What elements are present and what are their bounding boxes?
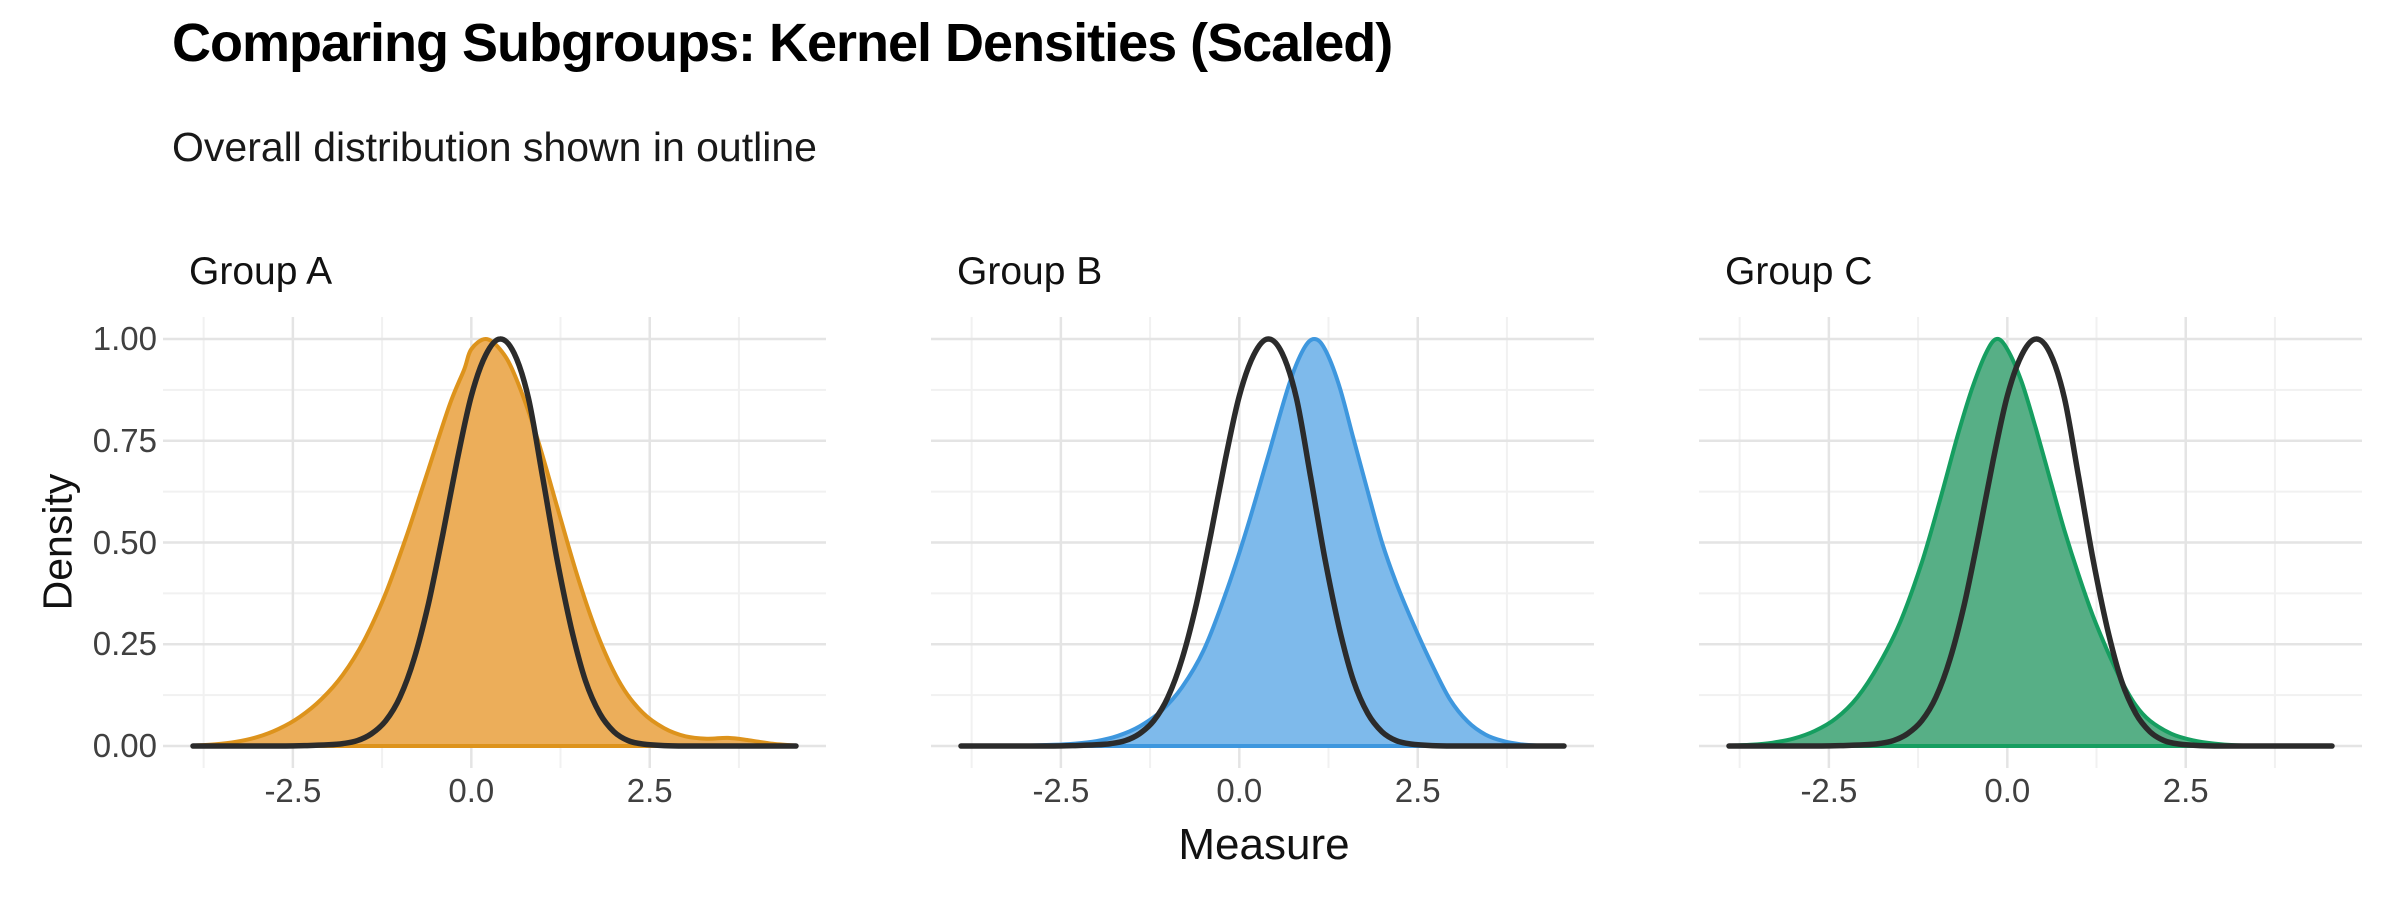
x-tick-label: 2.5 <box>1394 772 1441 809</box>
facet-panel-group-a: Group A -2.5 0.0 2.5 <box>163 0 826 900</box>
x-tick-label: 0.0 <box>1216 772 1263 809</box>
subgroup-density-area <box>959 337 1566 749</box>
facet-strip-label: Group A <box>189 250 333 293</box>
facet-strip-label: Group B <box>957 250 1103 293</box>
y-tick-label: 0.75 <box>92 421 157 459</box>
y-tick-label: 0.25 <box>92 625 157 663</box>
y-tick-label: 0.00 <box>92 727 157 765</box>
x-tick-label: -2.5 <box>1800 772 1858 809</box>
overall-density-outline <box>1726 336 2335 749</box>
subgroup-density-area <box>1727 336 2334 749</box>
x-axis-title: Measure <box>1178 820 1350 869</box>
overall-density-outline <box>958 336 1567 749</box>
overall-density-outline <box>190 336 799 749</box>
facet-strip-label: Group C <box>1725 250 1873 293</box>
chart-title: Comparing Subgroups: Kernel Densities (S… <box>172 13 1393 73</box>
density-plot <box>163 317 826 768</box>
chart-subtitle: Overall distribution shown in outline <box>172 124 817 170</box>
y-tick-label: 1.00 <box>92 319 157 357</box>
x-tick-label: 0.0 <box>448 772 495 809</box>
density-plot <box>931 317 1594 768</box>
subgroup-density-area <box>191 337 798 748</box>
x-tick-label: 0.0 <box>1984 772 2031 809</box>
y-tick-label: 0.50 <box>92 523 157 561</box>
x-tick-label: -2.5 <box>264 772 322 809</box>
facet-panel-group-c: Group C -2.5 0.0 2.5 <box>1699 0 2362 900</box>
x-tick-label: -2.5 <box>1032 772 1090 809</box>
x-tick-label: 2.5 <box>2162 772 2209 809</box>
density-plot <box>1699 317 2362 768</box>
x-tick-label: 2.5 <box>626 772 673 809</box>
facet-panel-group-b: Group B -2.5 0.0 2.5 <box>931 0 1594 900</box>
